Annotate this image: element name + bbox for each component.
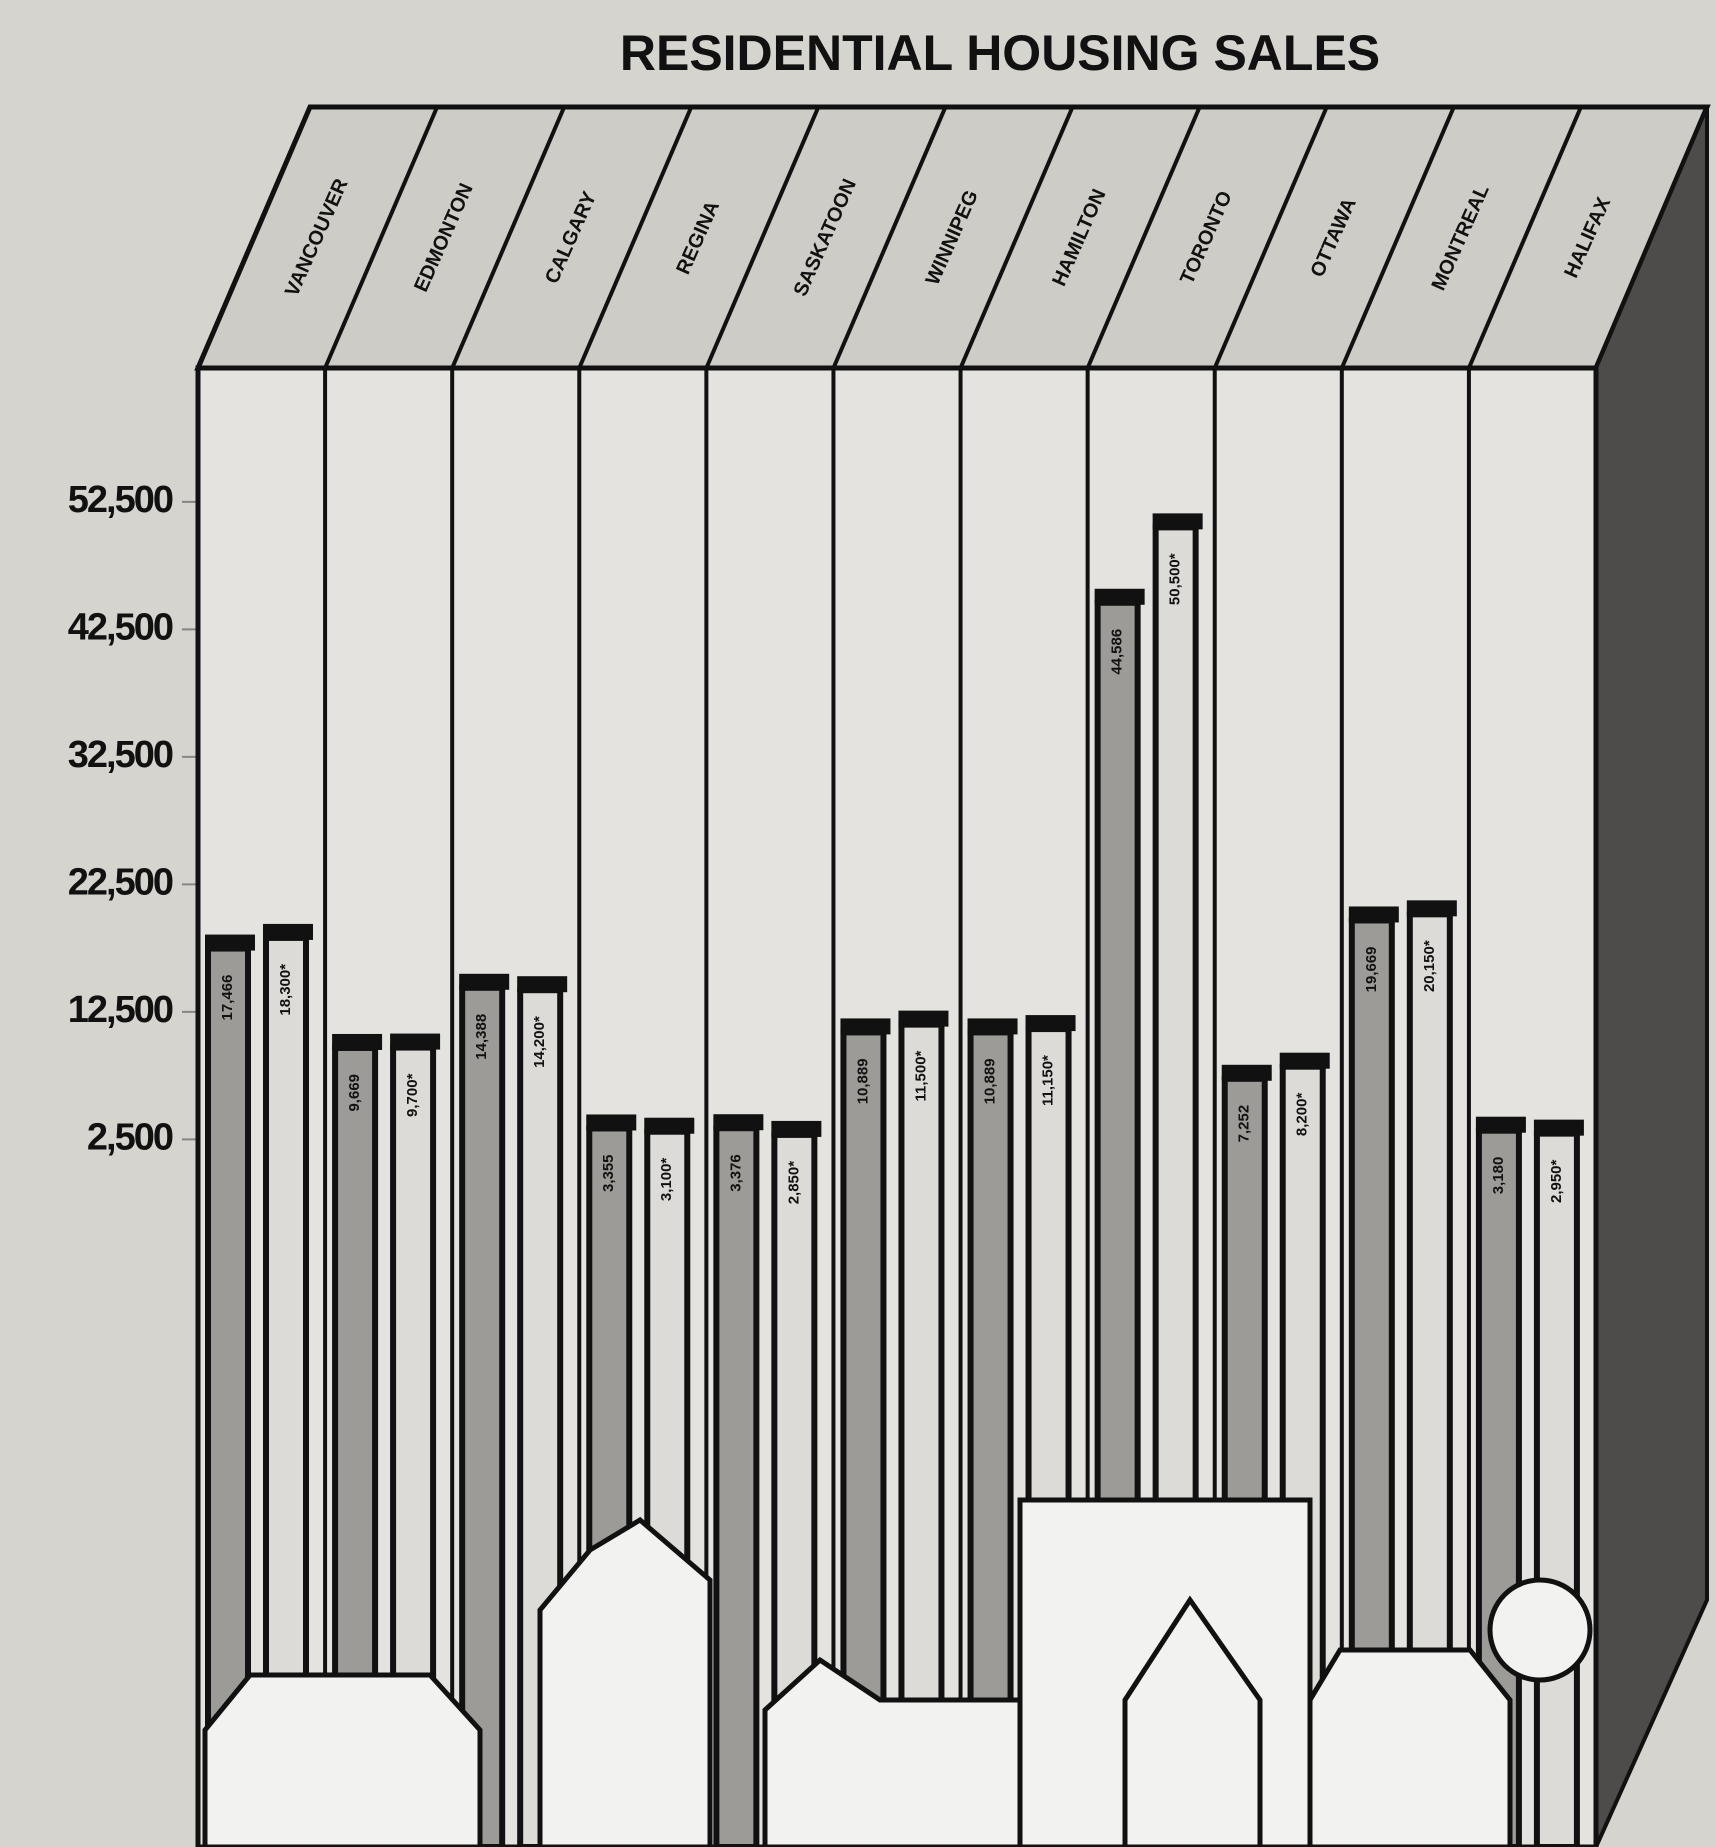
bar-cap [205, 935, 255, 951]
bar-cap [459, 974, 509, 990]
value-label: 3,100* [658, 1158, 675, 1202]
value-label: 11,500* [912, 1050, 929, 1101]
bar-cap [390, 1034, 440, 1050]
bar-cap [263, 924, 313, 940]
value-label: 3,180 [1490, 1157, 1507, 1195]
value-label: 19,669 [1363, 946, 1380, 992]
value-label: 10,889 [854, 1058, 871, 1104]
bar [716, 1128, 756, 1847]
value-label: 8,200* [1294, 1093, 1311, 1137]
bar-cap [1534, 1120, 1584, 1136]
y-tick-label: 22,500 [68, 861, 173, 903]
bar-cap [713, 1114, 763, 1130]
value-label: 3,376 [727, 1154, 744, 1192]
value-label: 20,150* [1421, 940, 1438, 992]
y-tick-label: 2,500 [87, 1116, 173, 1158]
bar-cap [1476, 1117, 1526, 1133]
bar-cap [1153, 513, 1203, 529]
bar-cap [1095, 589, 1145, 605]
box-side [1596, 107, 1707, 1847]
page: {"chart_data": {"type": "bar", "title": … [0, 0, 1716, 1847]
value-label: 9,700* [404, 1073, 421, 1117]
house [1310, 1650, 1510, 1847]
value-label: 50,500* [1167, 553, 1184, 605]
value-label: 2,950* [1548, 1159, 1565, 1203]
value-label: 7,252 [1236, 1105, 1253, 1143]
bar [1537, 1134, 1577, 1847]
chart: RESIDENTIAL HOUSING SALES 17,466 18,300* 9… [0, 0, 1716, 1847]
house [205, 1675, 480, 1847]
bar-cap [898, 1011, 948, 1027]
y-tick-label: 52,500 [68, 479, 173, 521]
value-label: 11,150* [1040, 1055, 1057, 1106]
tree [1490, 1580, 1590, 1680]
y-tick-label: 12,500 [68, 989, 173, 1031]
bar-cap [1026, 1015, 1076, 1031]
value-label: 14,200* [531, 1016, 548, 1068]
value-label: 2,850* [785, 1161, 802, 1205]
chart-title: RESIDENTIAL HOUSING SALES [620, 25, 1380, 81]
value-label: 44,586 [1109, 629, 1126, 675]
bar-cap [840, 1018, 890, 1034]
bar-cap [1280, 1053, 1330, 1069]
value-label: 14,388 [473, 1014, 490, 1060]
bar-cap [586, 1114, 636, 1130]
value-label: 17,466 [219, 975, 236, 1021]
value-label: 18,300* [277, 964, 294, 1016]
value-label: 3,355 [600, 1154, 617, 1192]
bar-cap [1222, 1065, 1272, 1081]
bar-cap [1349, 906, 1399, 922]
bar-cap [771, 1121, 821, 1137]
bar-cap [644, 1118, 694, 1134]
bar-cap [332, 1034, 382, 1050]
bar-cap [968, 1018, 1018, 1034]
y-tick-label: 42,500 [68, 606, 173, 648]
bar-cap [1407, 900, 1457, 916]
y-tick-label: 32,500 [68, 734, 173, 776]
value-label: 9,669 [346, 1074, 363, 1112]
bar-cap [517, 976, 567, 992]
value-label: 10,889 [982, 1058, 999, 1104]
